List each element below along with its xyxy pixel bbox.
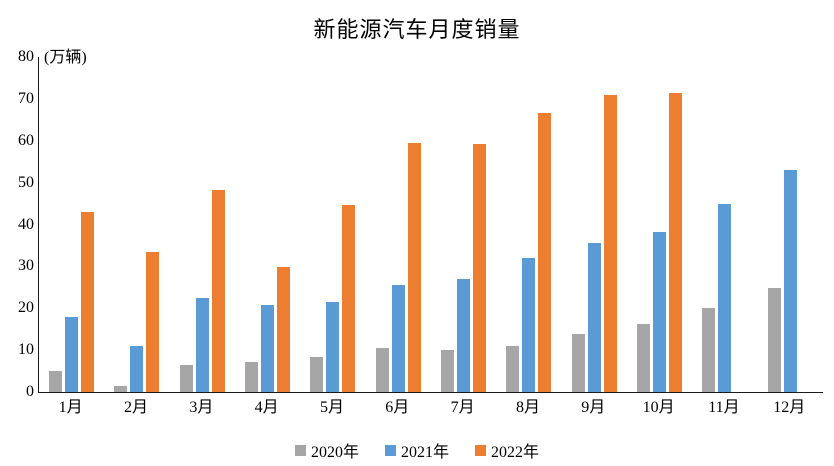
y-axis: 0 10 20 30 40 50 60 70 80 (0, 0, 34, 466)
bar-2022年-2月 (146, 252, 160, 392)
bar-group-10月 (627, 57, 692, 392)
bar-2020年-5月 (310, 357, 324, 392)
x-tick-label: 2月 (123, 399, 148, 416)
bar-2022年-8月 (538, 113, 552, 392)
bar-2021年-2月 (130, 345, 144, 392)
y-tick-label: 10 (18, 341, 34, 359)
x-tick-label: 3月 (189, 399, 214, 416)
bar-2021年-7月 (457, 278, 471, 392)
bar-2022年-10月 (669, 93, 683, 392)
plot-area (38, 57, 823, 393)
bar-2022年-3月 (211, 189, 225, 392)
bar-group-1月 (39, 57, 104, 392)
x-tick-label: 12月 (773, 399, 806, 416)
bar-2020年-4月 (245, 361, 259, 392)
bar-2020年-12月 (767, 288, 781, 392)
bar-2021年-8月 (522, 258, 536, 392)
legend: 2020年 2021年 2022年 (0, 438, 834, 462)
bar-2020年-7月 (441, 350, 455, 392)
bar-2022年-6月 (407, 142, 421, 392)
bar-group-7月 (431, 57, 496, 392)
legend-label: 2022年 (491, 444, 540, 461)
x-axis: 1月 2月 3月 4月 5月 6月 7月 8月 9月 10月 11月 12月 (38, 399, 822, 417)
legend-item-2022年: 2022年 (475, 438, 539, 462)
bar-2020年-1月 (49, 371, 63, 392)
y-tick-label: 20 (18, 299, 34, 317)
bar-2021年-4月 (261, 305, 275, 392)
bar-2021年-12月 (783, 170, 797, 392)
bar-group-5月 (300, 57, 365, 392)
x-tick-label: 4月 (254, 399, 279, 416)
bar-2020年-6月 (375, 348, 389, 392)
bar-2022年-5月 (342, 204, 356, 392)
bar-2021年-6月 (391, 285, 405, 392)
legend-item-2020年: 2020年 (294, 438, 359, 462)
bar-2022年-7月 (473, 143, 487, 392)
bar-group-4月 (235, 57, 300, 392)
bar-2022年-9月 (603, 95, 617, 392)
y-tick-label: 80 (18, 48, 34, 65)
bar-2021年-11月 (718, 203, 732, 392)
x-tick-label: 10月 (642, 399, 675, 416)
bar-group-3月 (170, 57, 235, 392)
bar-2021年-10月 (653, 232, 667, 392)
legend-label: 2021年 (400, 444, 449, 461)
bar-group-11月 (692, 57, 757, 392)
legend-item-2021年: 2021年 (384, 438, 449, 462)
y-tick-label: 0 (26, 383, 34, 400)
y-axis-unit-label: (万辆) (44, 49, 87, 66)
bar-2020年-2月 (114, 385, 128, 392)
x-tick-label: 1月 (58, 399, 83, 416)
x-tick-label: 6月 (385, 399, 410, 416)
bar-group-8月 (496, 57, 561, 392)
x-tick-label: 9月 (581, 399, 606, 416)
bar-group-9月 (562, 57, 627, 392)
legend-swatch-icon (475, 444, 486, 456)
chart-title: 新能源汽车月度销量 (313, 17, 521, 42)
y-tick-label: 60 (18, 131, 34, 149)
bar-2020年-11月 (702, 308, 716, 392)
bar-group-2月 (104, 57, 169, 392)
bar-2022年-1月 (81, 211, 95, 392)
bar-group-6月 (366, 57, 431, 392)
bar-2021年-3月 (195, 297, 209, 392)
y-tick-label: 30 (18, 257, 34, 275)
bar-2021年-9月 (587, 243, 601, 392)
y-tick-label: 70 (18, 89, 34, 107)
bar-2021年-1月 (65, 317, 79, 392)
y-tick-label: 50 (18, 173, 34, 191)
legend-swatch-icon (294, 444, 306, 456)
x-tick-label: 7月 (450, 399, 475, 416)
bar-group-12月 (758, 57, 823, 392)
bar-2020年-3月 (179, 364, 193, 392)
bar-2020年-8月 (506, 346, 520, 392)
x-tick-label: 11月 (708, 399, 740, 416)
legend-swatch-icon (384, 444, 396, 456)
bar-2020年-10月 (637, 324, 651, 392)
y-tick-label: 40 (18, 215, 34, 233)
bar-2020年-9月 (571, 333, 585, 392)
bar-2022年-4月 (277, 266, 291, 392)
x-tick-label: 5月 (319, 399, 344, 416)
x-tick-label: 8月 (515, 399, 540, 416)
bar-2021年-5月 (326, 301, 340, 392)
legend-label: 2020年 (310, 444, 359, 461)
